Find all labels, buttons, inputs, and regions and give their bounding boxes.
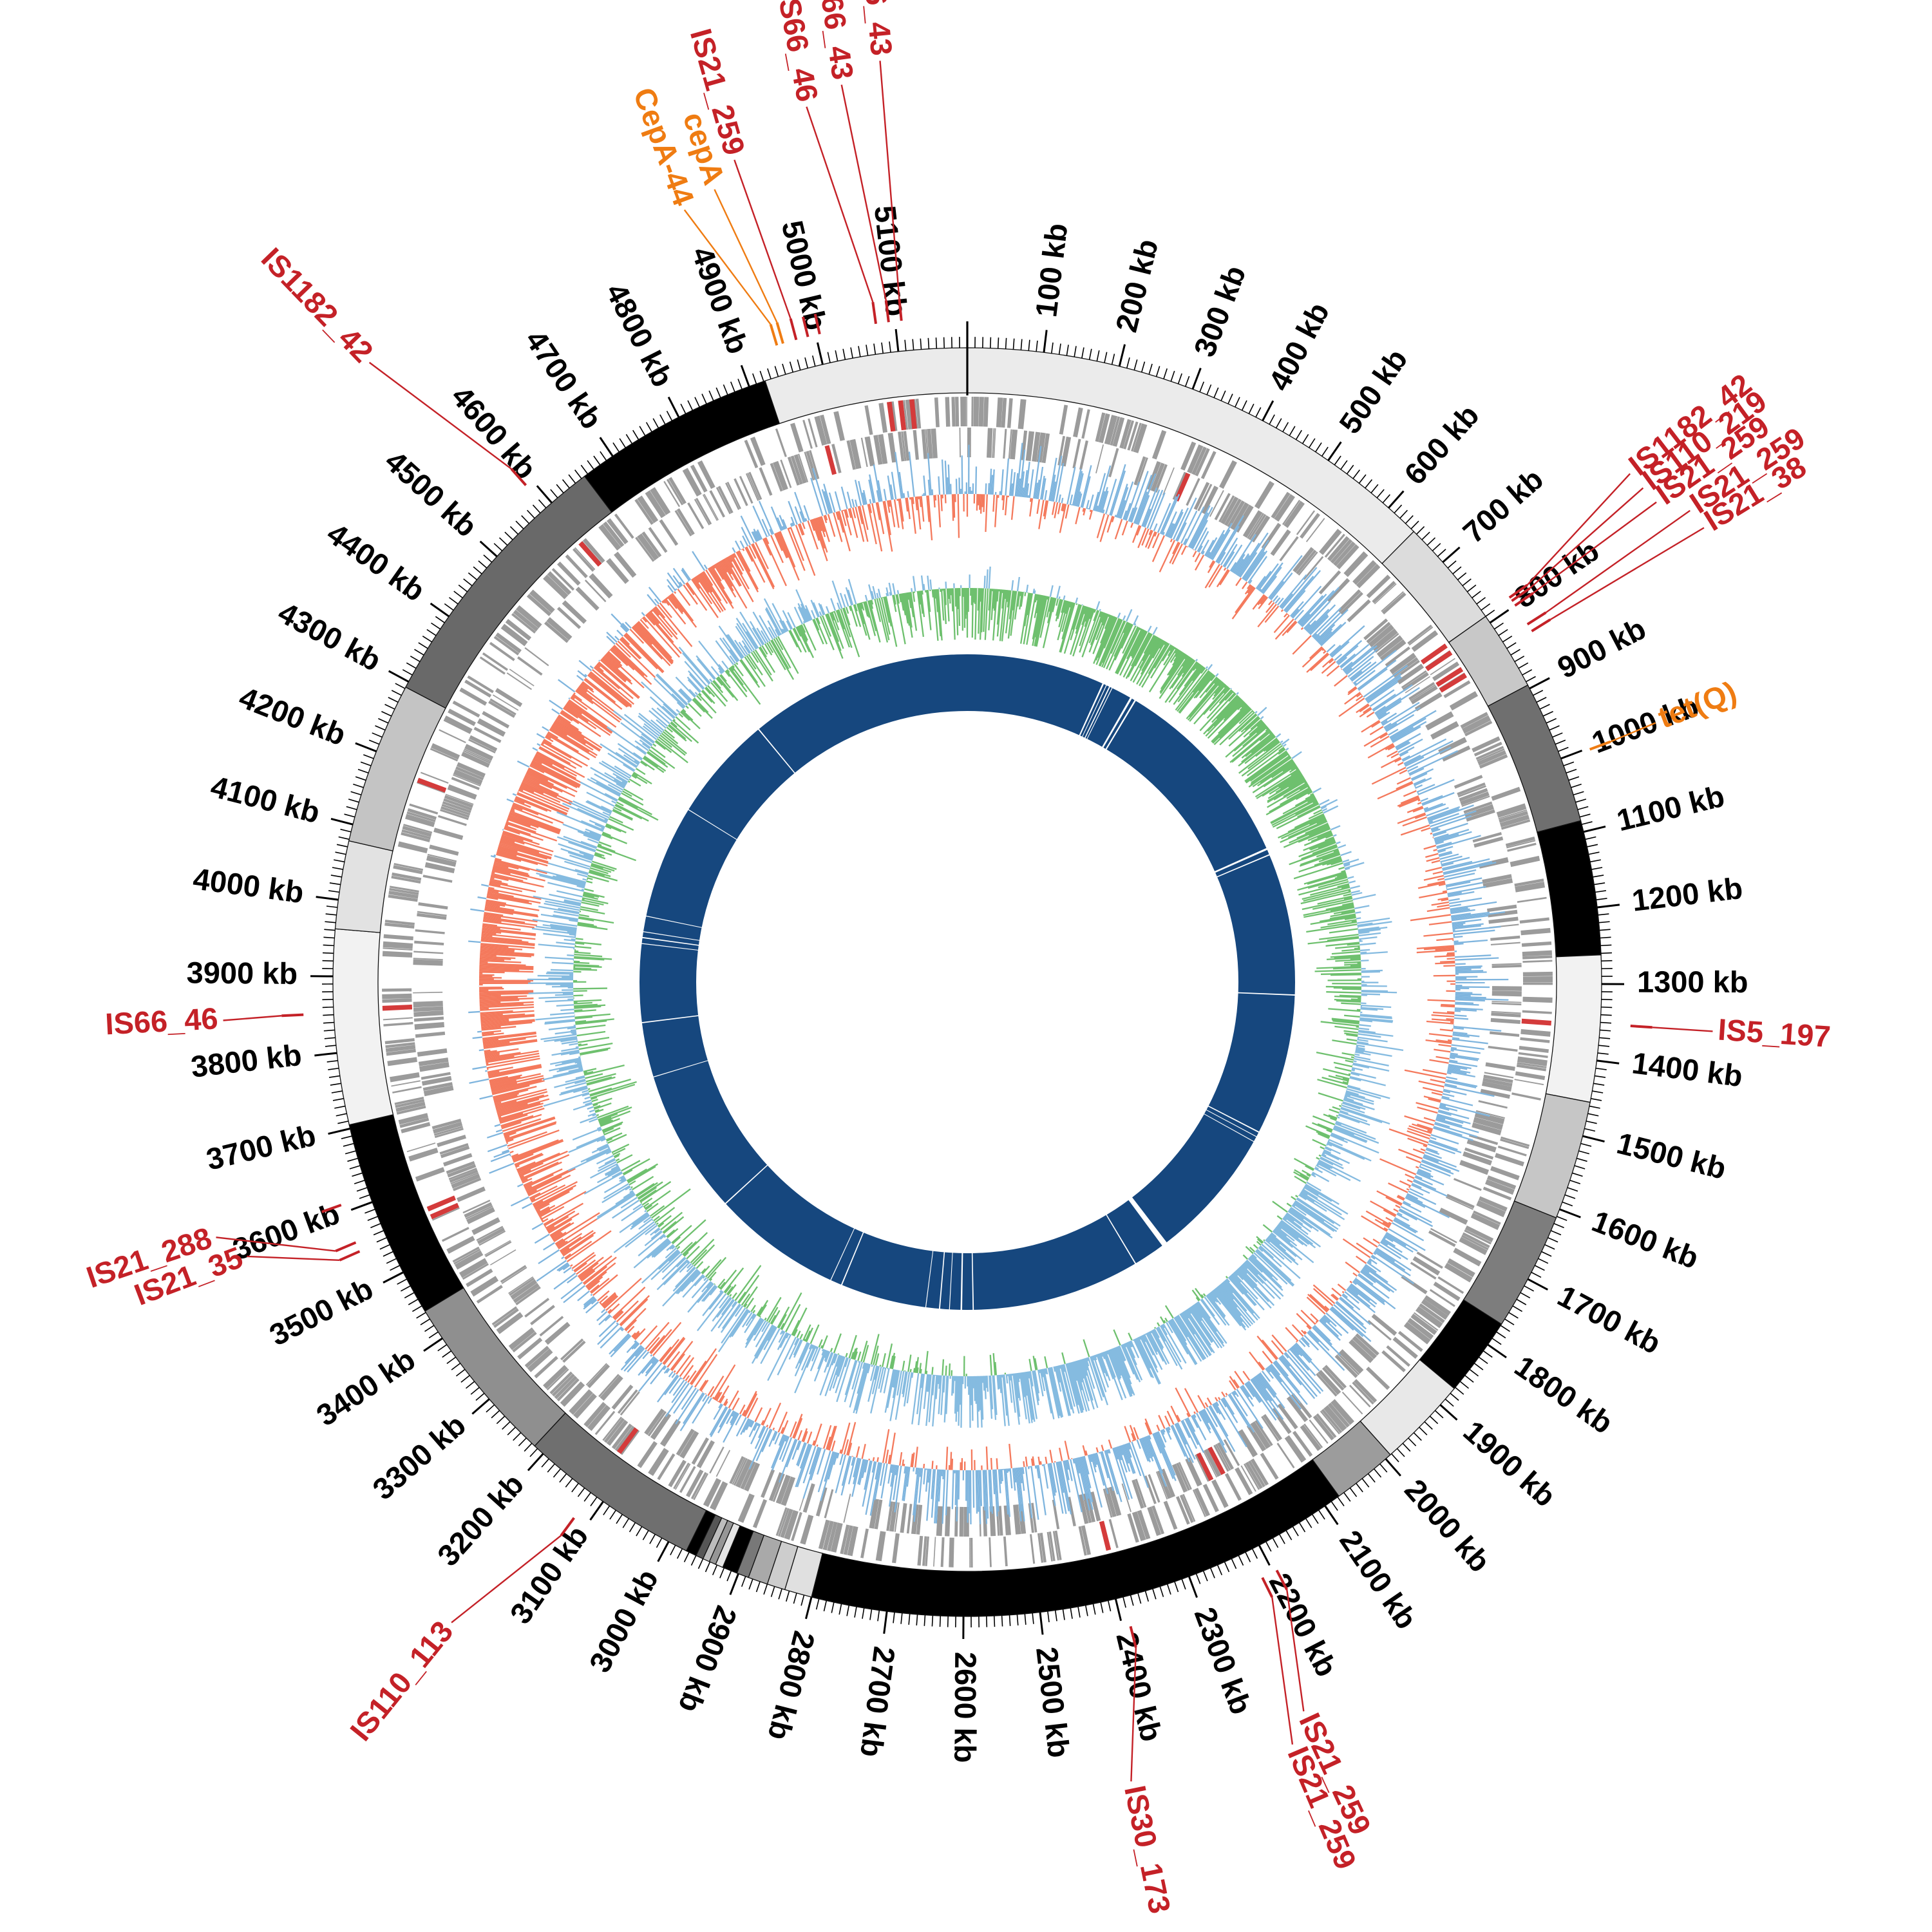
scale-ticks [310, 328, 1624, 1639]
svg-text:4300 kb: 4300 kb [272, 595, 386, 677]
svg-text:4400 kb: 4400 kb [321, 516, 431, 608]
svg-text:600 kb: 600 kb [1397, 398, 1486, 491]
svg-text:3200 kb: 3200 kb [431, 1467, 531, 1573]
svg-text:1300 kb: 1300 kb [1637, 965, 1748, 999]
svg-text:3500 kb: 3500 kb [264, 1271, 379, 1352]
svg-text:3300 kb: 3300 kb [366, 1408, 472, 1506]
svg-text:3900 kb: 3900 kb [186, 955, 298, 990]
svg-text:2900 kb: 2900 kb [672, 1602, 744, 1718]
svg-text:4200 kb: 4200 kb [234, 680, 350, 752]
svg-text:4600 kb: 4600 kb [445, 379, 544, 486]
svg-text:1500 kb: 1500 kb [1613, 1126, 1729, 1186]
svg-text:4000 kb: 4000 kb [191, 861, 306, 909]
svg-text:5000 kb: 5000 kb [775, 217, 834, 333]
svg-text:IS66_43: IS66_43 [855, 0, 899, 57]
svg-text:1700 kb: 1700 kb [1552, 1278, 1666, 1361]
svg-text:2400 kb: 2400 kb [1110, 1629, 1169, 1745]
svg-text:1100 kb: 1100 kb [1613, 779, 1728, 838]
svg-text:3700 kb: 3700 kb [203, 1117, 319, 1176]
svg-text:1200 kb: 1200 kb [1630, 871, 1745, 918]
svg-text:500 kb: 500 kb [1332, 343, 1414, 439]
svg-text:4800 kb: 4800 kb [600, 278, 681, 392]
svg-text:4100 kb: 4100 kb [207, 769, 323, 829]
svg-text:3400 kb: 3400 kb [310, 1342, 421, 1433]
svg-text:2600 kb: 2600 kb [948, 1652, 983, 1763]
gc-skew-track [527, 566, 1404, 1428]
svg-text:1900 kb: 1900 kb [1457, 1414, 1562, 1513]
svg-text:5100 kb: 5100 kb [868, 204, 914, 317]
svg-text:IS66_46: IS66_46 [104, 1001, 219, 1041]
alignment-ring [639, 654, 1297, 1312]
svg-text:900 kb: 900 kb [1552, 611, 1651, 685]
svg-text:1800 kb: 1800 kb [1509, 1349, 1620, 1440]
svg-text:3800 kb: 3800 kb [189, 1037, 303, 1084]
svg-text:3100 kb: 3100 kb [503, 1519, 594, 1630]
svg-text:2300 kb: 2300 kb [1188, 1603, 1259, 1719]
svg-text:IS30_173: IS30_173 [1118, 1783, 1177, 1917]
svg-text:2700 kb: 2700 kb [854, 1645, 902, 1759]
svg-text:1600 kb: 1600 kb [1587, 1204, 1703, 1275]
annotation-marks [321, 314, 821, 1213]
svg-text:1400 kb: 1400 kb [1630, 1045, 1745, 1093]
svg-text:IS1182_42: IS1182_42 [255, 241, 380, 369]
contig-ring [332, 321, 1602, 1617]
svg-text:3000 kb: 3000 kb [582, 1564, 665, 1678]
svg-text:4700 kb: 4700 kb [519, 324, 609, 435]
svg-text:400 kb: 400 kb [1262, 297, 1336, 396]
svg-text:4900 kb: 4900 kb [685, 242, 755, 358]
svg-text:4500 kb: 4500 kb [379, 444, 484, 544]
svg-text:800 kb: 800 kb [1508, 533, 1605, 615]
svg-text:700 kb: 700 kb [1456, 462, 1549, 550]
svg-text:3600 kb: 3600 kb [228, 1196, 344, 1267]
svg-text:IS110_113: IS110_113 [343, 1615, 460, 1747]
svg-text:300 kb: 300 kb [1187, 261, 1253, 361]
gc-content-track [468, 442, 1509, 1524]
svg-text:100 kb: 100 kb [1028, 222, 1074, 319]
svg-text:2000 kb: 2000 kb [1398, 1472, 1497, 1578]
svg-text:200 kb: 200 kb [1109, 236, 1165, 336]
gene-label-leaders [216, 61, 1713, 1782]
svg-text:2500 kb: 2500 kb [1030, 1645, 1076, 1759]
svg-text:2200 kb: 2200 kb [1263, 1567, 1344, 1682]
svg-text:tet(Q): tet(Q) [1653, 674, 1741, 735]
svg-text:2100 kb: 2100 kb [1333, 1524, 1424, 1635]
svg-text:2800 kb: 2800 kb [761, 1628, 822, 1744]
svg-text:IS5_197: IS5_197 [1717, 1012, 1832, 1053]
svg-text:IS66_46: IS66_46 [771, 0, 825, 104]
